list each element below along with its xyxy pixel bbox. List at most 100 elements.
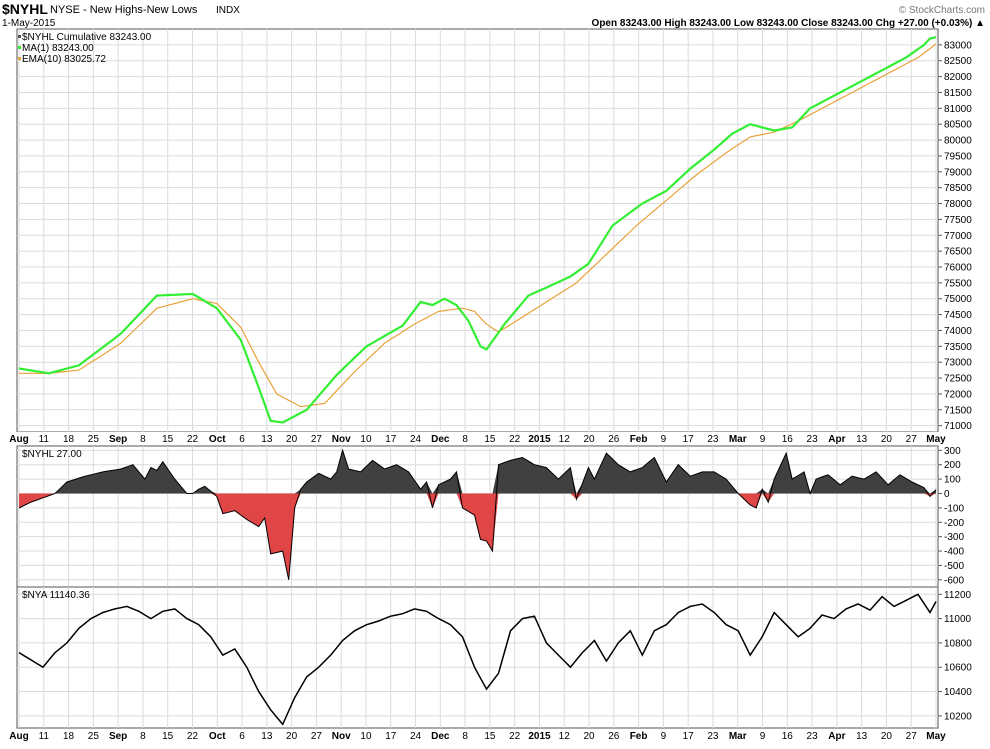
y-tick-label: 80000 [944,136,972,147]
x-tick-label: Apr [828,434,845,445]
y-tick-label: 11200 [944,590,972,601]
x-tick-label: Sep [109,731,127,742]
x-tick-label: 24 [410,731,422,742]
y-tick-label: 200 [944,460,961,471]
x-tick-label: 22 [509,434,521,445]
y-tick-label: 81500 [944,88,972,99]
y-tick-label: 81000 [944,104,972,115]
x-tick-label: Feb [630,434,648,445]
x-tick-label: May [926,731,946,742]
ohlc-readout: Open 83243.00 High 83243.00 Low 83243.00… [592,18,985,29]
x-tick-label: 18 [63,731,75,742]
y-tick-label: 79500 [944,151,972,162]
x-tick-label: 6 [239,434,245,445]
y-tick-label: 78500 [944,183,972,194]
y-tick-label: -100 [944,503,964,514]
date: 1-May-2015 [2,18,56,29]
x-tick-label: Dec [431,731,450,742]
x-tick-label: 25 [88,434,100,445]
y-tick-label: 10200 [944,711,972,722]
y-tick-label: 10400 [944,687,972,698]
x-tick-label: 25 [88,731,100,742]
x-tick-label: 23 [707,731,719,742]
ma1-line [18,36,937,424]
date-axis-top-band [0,432,990,446]
x-tick-label: Nov [332,731,351,742]
x-tick-label: Mar [729,731,747,742]
x-tick-label: 16 [782,731,794,742]
x-tick-label: 10 [360,434,372,445]
legend-ema10: EMA(10) 83025.72 [22,54,106,65]
x-tick-label: 15 [162,731,174,742]
x-tick-label: 26 [608,434,620,445]
x-tick-label: 8 [140,434,146,445]
x-tick-label: 2015 [528,731,551,742]
y-tick-label: 74000 [944,326,972,337]
x-tick-label: 8 [462,434,468,445]
x-tick-label: 15 [162,434,174,445]
nya-panel [16,586,939,729]
y-tick-label: 0 [944,489,950,500]
x-tick-label: 23 [807,731,819,742]
nyhl-panel-y-axis: 300 200 100 0 -100 -200 -300 -400 -500 -600 [938,446,964,586]
y-tick-label: 72000 [944,389,972,400]
symbol: $NYHL [2,1,48,17]
y-tick-label: 79000 [944,167,972,178]
y-tick-label: 75000 [944,294,972,305]
x-tick-label: 15 [484,731,496,742]
y-tick-label: 77500 [944,215,972,226]
nyhl-positive-area [19,450,936,494]
x-tick-label: 9 [661,731,667,742]
x-tick-label: 12 [559,434,571,445]
price-panel [16,28,939,433]
x-tick-label: 9 [661,434,667,445]
x-tick-label: Oct [209,434,226,445]
x-tick-label: 17 [683,731,695,742]
watermark: © StockCharts.com [899,5,985,16]
x-tick-label: Dec [431,434,450,445]
x-tick-label: Oct [209,731,226,742]
y-tick-label: 75500 [944,278,972,289]
y-tick-label: 300 [944,446,961,457]
x-tick-label: 23 [707,434,719,445]
x-tick-label: Apr [828,731,845,742]
nya-line [18,593,937,726]
price-panel-legend: $NYHL Cumulative 83243.00 MA(1) 83243.00… [18,32,152,65]
y-tick-label: 10800 [944,638,972,649]
x-tick-label: 9 [760,434,766,445]
y-tick-label: 83000 [944,40,972,51]
exchange: INDX [216,5,240,16]
x-tick-label: 23 [807,434,819,445]
x-tick-label: Mar [729,434,747,445]
x-tick-label: May [926,434,946,445]
x-tick-label: Sep [109,434,127,445]
x-tick-label: Feb [630,731,648,742]
y-tick-label: 78000 [944,199,972,210]
nya-panel-grid [17,587,938,728]
x-tick-label: 13 [261,731,273,742]
nya-panel-title: $NYA 11140.36 [22,590,90,601]
y-tick-label: 74500 [944,310,972,321]
y-tick-label: -400 [944,547,964,558]
x-tick-label: Aug [9,434,28,445]
y-tick-label: 73000 [944,358,972,369]
y-tick-label: 80500 [944,120,972,131]
y-tick-label: -500 [944,561,964,572]
x-tick-label: 8 [462,731,468,742]
y-tick-label: -300 [944,532,964,543]
x-tick-label: 27 [906,434,918,445]
y-tick-label: 10600 [944,663,972,674]
x-tick-label: Aug [9,731,28,742]
y-tick-label: 72500 [944,374,972,385]
legend-cumulative: $NYHL Cumulative 83243.00 [22,32,152,43]
x-tick-label: 27 [311,731,323,742]
x-tick-label: 22 [509,731,521,742]
x-tick-label: 13 [856,731,868,742]
y-tick-label: -200 [944,518,964,529]
x-tick-label: 8 [140,731,146,742]
x-tick-label: 13 [856,434,868,445]
description: NYSE - New Highs-New Lows [50,4,198,16]
y-tick-label: 82000 [944,72,972,83]
